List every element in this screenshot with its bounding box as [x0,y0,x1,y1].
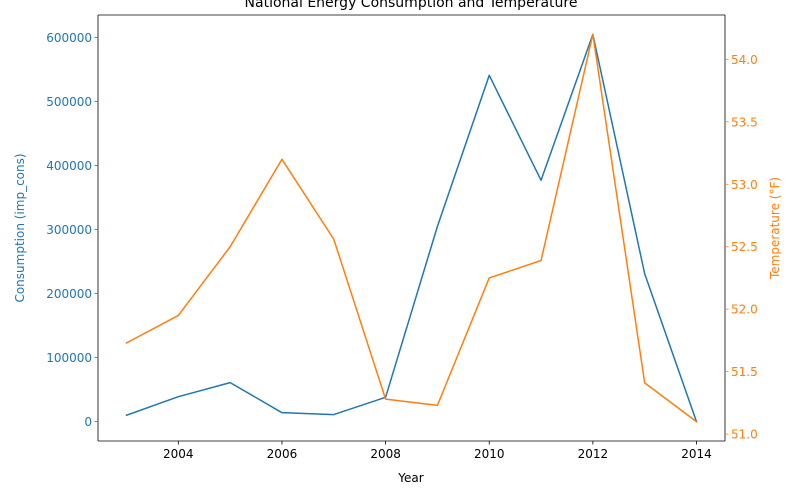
plot-area [98,15,725,441]
y-left-tick-label: 500000 [46,95,92,109]
y-axis-left-label: Consumption (imp_cons) [13,153,27,302]
y-left-tick-label: 300000 [46,223,92,237]
y-left-tick-label: 0 [84,415,92,429]
x-axis-label: Year [397,471,423,485]
x-tick-label: 2012 [578,447,609,461]
y-right-tick-label: 54.0 [731,53,758,67]
y-right-tick-label: 53.0 [731,178,758,192]
y-left-tick-label: 100000 [46,351,92,365]
ticks-group: 2004 2006 2008 2010 2012 2014 0 100000 200000 300… [46,31,758,461]
y-right-tick-label: 53.5 [731,115,758,129]
y-right-tick-label: 52.0 [731,303,758,317]
plot-background [98,15,725,441]
axes-group [97,14,726,442]
y-left-tick-label: 400000 [46,159,92,173]
y-left-tick-label: 200000 [46,287,92,301]
x-tick-label: 2008 [370,447,401,461]
y-right-tick-label: 51.5 [731,365,758,379]
series-line-left [125,33,698,423]
x-tick-label: 2010 [474,447,505,461]
y-left-tick-label: 600000 [46,31,92,45]
y-axis-right-label: Temperature (°F) [768,177,782,280]
y-right-tick-label: 52.5 [731,240,758,254]
series-line-right [125,33,698,423]
y-right-tick-label: 51.0 [731,428,758,442]
x-tick-label: 2004 [163,447,194,461]
x-tick-label: 2006 [267,447,298,461]
x-tick-label: 2014 [681,447,712,461]
series-group [125,33,698,423]
chart-title: National Energy Consumption and Temperat… [245,0,578,11]
